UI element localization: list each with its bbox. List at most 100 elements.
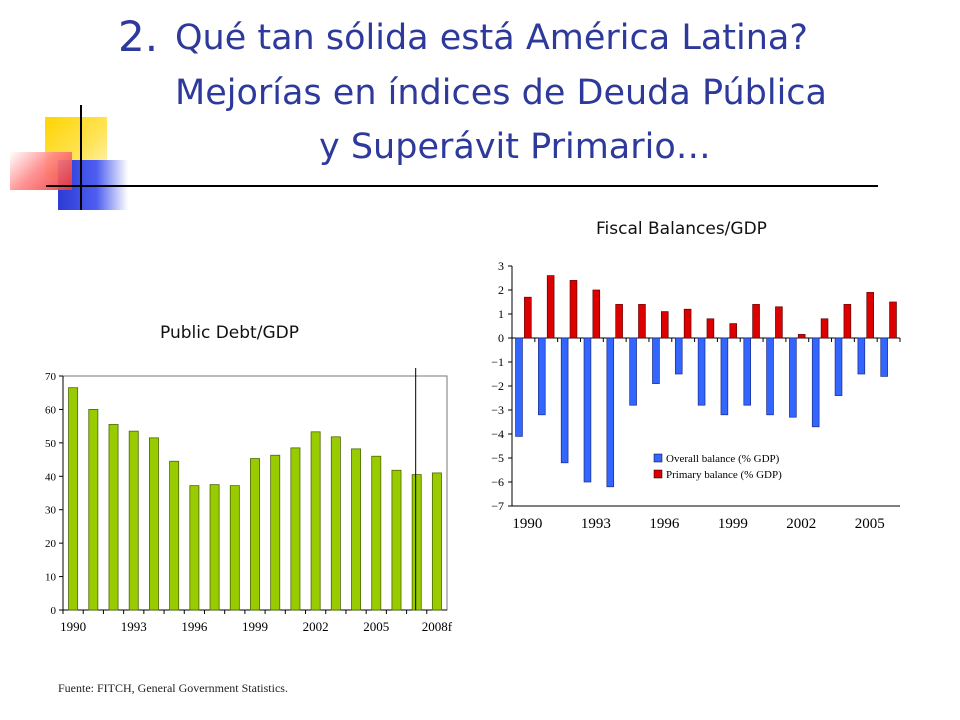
debt-bar: [371, 455, 382, 611]
primary-balance-bar: [729, 323, 738, 339]
debt-x-tick-label: 1999: [242, 619, 268, 634]
decoration-vertical-line: [80, 105, 82, 210]
decoration-horizontal-line: [46, 185, 878, 187]
primary-balance-bar: [843, 304, 852, 339]
fiscal-y-tick-label: 3: [498, 259, 504, 273]
overall-balance-bar: [583, 337, 592, 483]
debt-bar: [128, 430, 139, 611]
fiscal-y-tick-label: 2: [498, 283, 504, 297]
debt-y-tick-label: 40: [45, 471, 57, 483]
primary-balance-bar: [797, 334, 806, 339]
overall-balance-bar: [880, 337, 888, 377]
debt-bar: [391, 469, 402, 611]
debt-bar: [229, 485, 240, 611]
debt-bar: [270, 454, 281, 611]
debt-bar: [68, 387, 79, 611]
debt-x-tick-label: 2008f: [422, 619, 453, 634]
debt-y-tick-label: 50: [45, 438, 57, 450]
slide-title-line-2: Mejorías en índices de Deuda Pública: [175, 73, 827, 113]
title-number: 2.: [118, 12, 159, 61]
fiscal-x-tick-label: 2005: [855, 516, 885, 532]
overall-balance-bar: [515, 337, 523, 437]
fiscal-y-tick-label: −1: [491, 355, 504, 369]
fiscal-y-tick-label: −2: [491, 379, 504, 393]
source-note: Fuente: FITCH, General Government Statis…: [58, 681, 288, 695]
debt-bar: [290, 447, 301, 611]
debt-y-tick-label: 70: [45, 371, 57, 383]
debt-y-tick-label: 0: [51, 605, 57, 617]
primary-balance-bar: [569, 280, 578, 339]
fiscal-x-tick-label: 1996: [649, 516, 680, 532]
debt-x-tick-label: 1996: [181, 619, 208, 634]
debt-bar: [250, 458, 260, 611]
primary-balance-bar: [524, 296, 532, 339]
primary-balance-bar: [775, 306, 783, 339]
overall-balance-bar: [697, 337, 706, 406]
debt-chart-title: Public Debt/GDP: [160, 323, 299, 343]
debt-bar: [108, 424, 119, 611]
debt-bar: [431, 472, 442, 611]
slide-title-line-1: Qué tan sólida está América Latina?: [175, 18, 808, 58]
fiscal-y-tick-label: −4: [491, 427, 504, 441]
overall-balance-bar: [629, 337, 637, 406]
fiscal-x-tick-label: 1993: [581, 516, 611, 532]
overall-balance-bar: [606, 337, 615, 488]
primary-balance-bar: [615, 304, 623, 339]
debt-x-tick-label: 2005: [363, 619, 389, 634]
debt-bar: [310, 431, 321, 611]
overall-balance-bar: [720, 337, 729, 416]
primary-balance-bar: [683, 308, 692, 339]
overall-balance-bar: [538, 337, 546, 416]
primary-balance-bar: [889, 301, 897, 339]
debt-bar: [189, 485, 200, 611]
debt-bar: [330, 436, 341, 611]
debt-y-tick-label: 60: [45, 404, 57, 416]
primary-balance-bar: [752, 304, 760, 339]
primary-balance-bar: [706, 318, 715, 339]
fiscal-y-tick-label: −3: [491, 403, 504, 417]
overall-balance-bar: [674, 337, 683, 375]
primary-balance-bar: [638, 304, 646, 339]
decoration-red-square: [10, 152, 72, 190]
fiscal-y-tick-label: −6: [491, 475, 504, 489]
overall-balance-bar: [857, 337, 866, 375]
primary-balance-bar: [592, 289, 601, 339]
fiscal-x-tick-label: 2002: [786, 516, 816, 532]
fiscal-x-tick-label: 1990: [512, 516, 542, 532]
debt-bar: [169, 460, 180, 611]
overall-balance-bar: [834, 337, 843, 396]
primary-balance-bar: [820, 318, 829, 339]
legend-label: Primary balance (% GDP): [666, 469, 782, 481]
primary-balance-bar: [866, 292, 874, 339]
legend-swatch: [653, 453, 663, 463]
primary-balance-bar: [546, 275, 555, 339]
overall-balance-bar: [766, 337, 774, 416]
primary-balance-bar: [661, 311, 669, 339]
debt-x-tick-label: 1993: [121, 619, 147, 634]
debt-bar: [411, 474, 422, 611]
overall-balance-bar: [652, 337, 660, 384]
debt-bar: [148, 437, 159, 611]
debt-x-tick-label: 1990: [60, 619, 86, 634]
legend-label: Overall balance (% GDP): [666, 453, 780, 465]
slide-title-line-3: y Superávit Primario…: [319, 127, 711, 167]
legend-swatch: [653, 469, 663, 479]
debt-bar: [351, 448, 361, 611]
fiscal-y-tick-label: −5: [491, 451, 504, 465]
debt-x-tick-label: 2002: [303, 619, 329, 634]
overall-balance-bar: [789, 337, 797, 418]
fiscal-y-tick-label: 1: [498, 307, 504, 321]
overall-balance-bar: [560, 337, 569, 464]
fiscal-y-tick-label: −7: [491, 499, 504, 513]
debt-y-tick-label: 20: [45, 538, 57, 550]
debt-y-tick-label: 30: [45, 505, 57, 517]
fiscal-y-tick-label: 0: [498, 331, 504, 345]
overall-balance-bar: [811, 337, 820, 428]
fiscal-chart-title: Fiscal Balances/GDP: [596, 219, 767, 239]
debt-y-tick-label: 10: [45, 572, 57, 584]
overall-balance-bar: [743, 337, 751, 406]
debt-bar: [88, 409, 99, 611]
fiscal-x-tick-label: 1999: [718, 516, 748, 532]
debt-bar: [209, 484, 220, 611]
